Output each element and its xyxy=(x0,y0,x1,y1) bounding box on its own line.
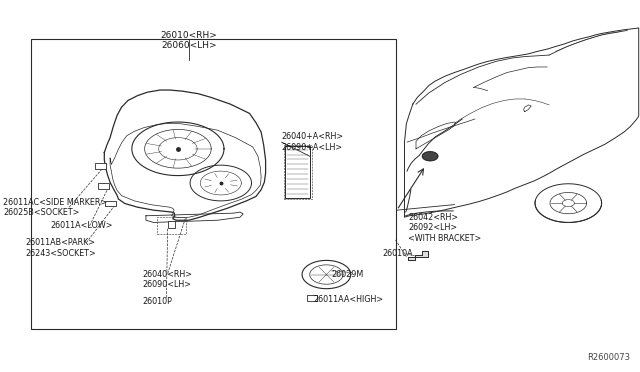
Text: 26040<RH>
26090<LH>: 26040<RH> 26090<LH> xyxy=(142,270,192,289)
Text: 26029M: 26029M xyxy=(332,270,364,279)
Bar xyxy=(168,221,175,228)
Polygon shape xyxy=(422,152,438,161)
Text: 26010A: 26010A xyxy=(383,249,413,258)
Bar xyxy=(105,201,116,206)
Text: 26011AA<HIGH>: 26011AA<HIGH> xyxy=(314,295,384,304)
Text: 26010P: 26010P xyxy=(142,297,172,306)
Text: R2600073: R2600073 xyxy=(588,353,630,362)
Text: 26010<RH>
26060<LH>: 26010<RH> 26060<LH> xyxy=(161,31,217,50)
Text: 26011A<LOW>: 26011A<LOW> xyxy=(50,221,113,230)
Text: 26040+A<RH>
26090+A<LH>: 26040+A<RH> 26090+A<LH> xyxy=(282,132,344,152)
Text: 26011AC<SIDE MARKER>
26025B<SOCKET>: 26011AC<SIDE MARKER> 26025B<SOCKET> xyxy=(3,198,108,217)
Bar xyxy=(307,295,317,301)
Bar xyxy=(95,163,106,169)
Polygon shape xyxy=(408,251,428,260)
Bar xyxy=(98,183,109,189)
Bar xyxy=(31,39,396,329)
Text: 26011AB<PARK>
26243<SOCKET>: 26011AB<PARK> 26243<SOCKET> xyxy=(26,238,97,258)
Bar xyxy=(285,146,310,198)
Text: 26042<RH>
26092<LH>
<WITH BRACKET>: 26042<RH> 26092<LH> <WITH BRACKET> xyxy=(408,213,481,243)
